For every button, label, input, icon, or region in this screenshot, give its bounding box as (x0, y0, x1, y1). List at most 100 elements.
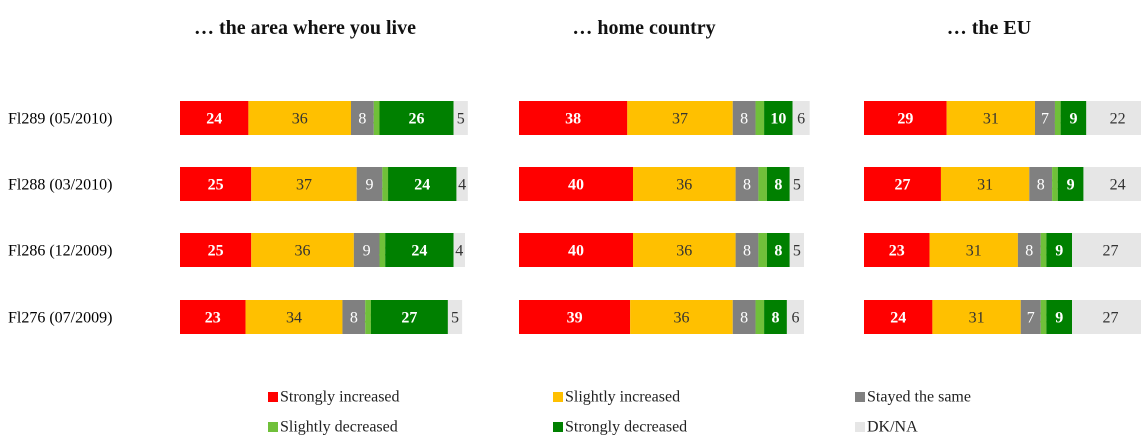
bar-segment (766, 167, 790, 201)
bar-segment (248, 101, 351, 135)
value-label: 4 (458, 177, 466, 194)
value-label: 24 (206, 111, 222, 128)
bar-segment (180, 101, 249, 135)
value-label: 27 (401, 310, 417, 327)
bar-segment (251, 167, 357, 201)
bar-segment (864, 233, 930, 267)
legend-swatch (553, 422, 563, 432)
value-label: 36 (673, 310, 689, 327)
bar-segment (735, 233, 759, 267)
bar-segment (180, 300, 246, 334)
bar-segment (789, 167, 804, 201)
value-label: 9 (363, 243, 371, 260)
bar-segment (932, 300, 1021, 334)
panel-title: … home country (572, 17, 716, 39)
value-label: 8 (350, 310, 358, 327)
bar-segment (519, 167, 633, 201)
bar-segment (755, 101, 765, 135)
panel-title: … the EU (946, 17, 1032, 39)
bar-segment (1083, 167, 1141, 201)
value-label: 8 (358, 111, 366, 128)
bar-segment (245, 300, 343, 334)
value-label: 5 (451, 310, 459, 327)
category-label: Fl288 (03/2010) (8, 177, 112, 194)
value-label: 8 (774, 243, 782, 260)
legend-label: Stayed the same (867, 389, 971, 406)
value-label: 2 (1040, 243, 1048, 260)
bar-segment (180, 233, 252, 267)
value-label: 3 (759, 177, 767, 194)
value-label: 2 (1054, 111, 1062, 128)
value-label: 8 (1037, 177, 1045, 194)
bar-segment (1040, 300, 1047, 334)
value-label: 34 (286, 310, 302, 327)
bar-segment (627, 101, 733, 135)
bar-segment (755, 300, 765, 334)
value-label: 40 (568, 243, 584, 260)
bar-segment (251, 233, 354, 267)
bar-segment (735, 167, 759, 201)
value-label: 8 (1025, 243, 1033, 260)
value-label: 26 (409, 111, 425, 128)
value-label: 2 (364, 310, 372, 327)
bar-segment (732, 101, 756, 135)
value-label: 36 (295, 243, 311, 260)
category-label: Fl286 (12/2009) (8, 243, 112, 260)
bar-segment (456, 167, 468, 201)
value-label: 9 (366, 177, 374, 194)
bar-segment (789, 233, 804, 267)
bar-segment (379, 233, 386, 267)
value-label: 8 (774, 177, 782, 194)
value-label: 3 (759, 243, 767, 260)
value-label: 27 (894, 177, 910, 194)
value-label: 27 (1103, 243, 1119, 260)
bar-segment (447, 300, 463, 334)
value-label: 23 (889, 243, 905, 260)
value-label: 8 (740, 310, 748, 327)
value-label: 24 (414, 177, 430, 194)
value-label: 8 (743, 243, 751, 260)
value-label: 27 (1103, 310, 1119, 327)
bar-segment (373, 101, 380, 135)
bar-segment (1046, 300, 1073, 334)
value-label: 24 (411, 243, 427, 260)
bar-segment (519, 233, 633, 267)
bar-segment (758, 233, 767, 267)
bar-segment (864, 101, 947, 135)
bar-segment (1052, 167, 1058, 201)
bar-segment (864, 300, 933, 334)
legend-swatch (855, 392, 865, 402)
value-label: 3 (756, 111, 764, 128)
value-label: 5 (793, 177, 801, 194)
bar-segment (453, 233, 465, 267)
value-label: 31 (969, 310, 985, 327)
value-label: 9 (1067, 177, 1075, 194)
legend-label: Strongly decreased (565, 419, 687, 436)
value-label: 5 (457, 111, 465, 128)
value-label: 31 (977, 177, 993, 194)
bar-segment (1040, 233, 1047, 267)
value-label: 38 (565, 111, 581, 128)
bar-segment (1057, 167, 1084, 201)
value-label: 24 (1110, 177, 1126, 194)
value-label: 36 (292, 111, 308, 128)
bar-segment (356, 167, 383, 201)
value-label: 29 (897, 111, 913, 128)
value-label: 2 (378, 243, 386, 260)
bar-segment (365, 300, 371, 334)
bar-segment (1046, 233, 1073, 267)
bar-segment (353, 233, 380, 267)
value-label: 36 (676, 177, 692, 194)
bar-segment (764, 300, 787, 334)
value-label: 9 (1069, 111, 1077, 128)
bar-segment (453, 101, 468, 135)
value-label: 6 (797, 111, 805, 128)
bar-segment (764, 101, 793, 135)
bar-segment (519, 300, 631, 334)
bar-segment (1029, 167, 1053, 201)
bar-segment (792, 101, 810, 135)
bar-segment (1060, 101, 1087, 135)
bar-segment (940, 167, 1030, 201)
value-label: 2 (1051, 177, 1059, 194)
value-label: 8 (740, 111, 748, 128)
